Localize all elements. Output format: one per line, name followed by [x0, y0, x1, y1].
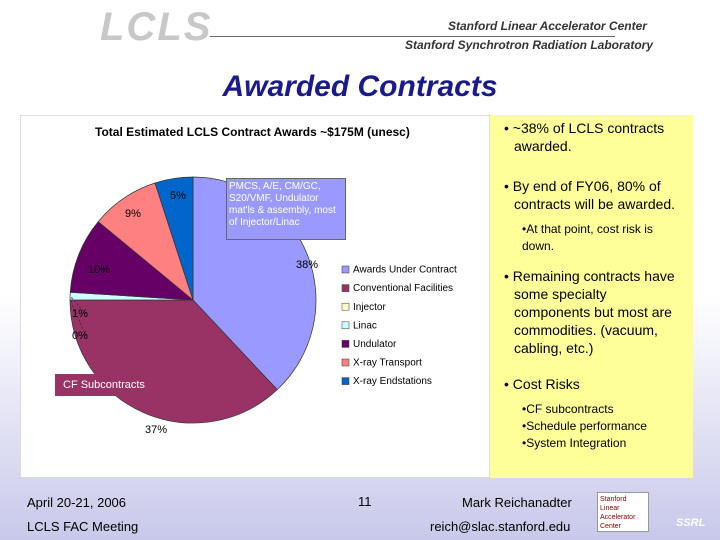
annotation: CF Subcontracts — [55, 374, 147, 396]
sub-bullet: •System Integration — [522, 436, 627, 450]
legend-label: X-ray Endstations — [353, 376, 432, 387]
footer-logo: Stanford Linear Accelerator Center — [597, 492, 649, 532]
rule — [210, 36, 615, 37]
leader-line — [69, 299, 87, 337]
data-label: 5% — [170, 190, 186, 202]
legend-label: Undulator — [353, 339, 397, 350]
sub-bullet: •At that point, cost risk is down. — [522, 222, 653, 253]
data-label: 37% — [145, 424, 167, 436]
pie-slice — [69, 221, 195, 301]
legend-label: Injector — [353, 302, 386, 313]
sub-bullet: •Schedule performance — [522, 419, 647, 433]
data-label: 38% — [296, 259, 318, 271]
slide-title: Awarded Contracts — [222, 70, 498, 103]
bullet-box: • ~38% of LCLS contracts awarded. • By en… — [490, 115, 693, 478]
annotation: PMCS, A/E, CM/GC, S20/VMF, Undulator mat… — [226, 178, 346, 240]
legend-swatch — [341, 302, 350, 311]
org-2: Stanford Synchrotron Radiation Laborator… — [405, 38, 654, 52]
chart: Total Estimated LCLS Contract Awards ~$1… — [20, 115, 490, 478]
page-number: 11 — [358, 494, 372, 509]
logo: LCLS — [100, 5, 213, 49]
legend-swatch — [341, 265, 350, 274]
bullet: • ~38% of LCLS contracts awarded. — [504, 120, 665, 154]
data-label: 10% — [88, 264, 110, 276]
data-label: 1% — [72, 308, 88, 320]
sub-bullet: •CF subcontracts — [522, 402, 614, 416]
bullet: • Cost Risks — [504, 376, 580, 392]
org-1: Stanford Linear Accelerator Center — [448, 19, 647, 33]
legend-swatch — [341, 377, 350, 385]
legend-label: Awards Under Contract — [353, 265, 457, 276]
ssrl-logo: SSRL — [676, 517, 706, 529]
legend-swatch — [341, 321, 350, 330]
legend-swatch — [341, 284, 350, 292]
legend-label: Conventional Facilities — [353, 283, 453, 294]
data-label: 0% — [72, 330, 88, 342]
legend-swatch — [341, 340, 350, 348]
legend-label: Linac — [353, 320, 377, 331]
email: reich@slac.stanford.edu — [430, 519, 571, 534]
chart-title: Total Estimated LCLS Contract Awards ~$1… — [95, 125, 410, 139]
legend-swatch — [341, 358, 350, 367]
data-label: 9% — [125, 208, 141, 220]
date: April 20-21, 2006 — [27, 495, 127, 510]
meeting: LCLS FAC Meeting — [27, 519, 139, 534]
legend-label: X-ray Transport — [353, 358, 422, 369]
pie-slice — [154, 176, 194, 301]
bullet: • By end of FY06, 80% of contracts will … — [504, 178, 676, 212]
bullet: • Remaining contracts have some specialt… — [504, 268, 675, 356]
author: Mark Reichanadter — [462, 495, 572, 510]
